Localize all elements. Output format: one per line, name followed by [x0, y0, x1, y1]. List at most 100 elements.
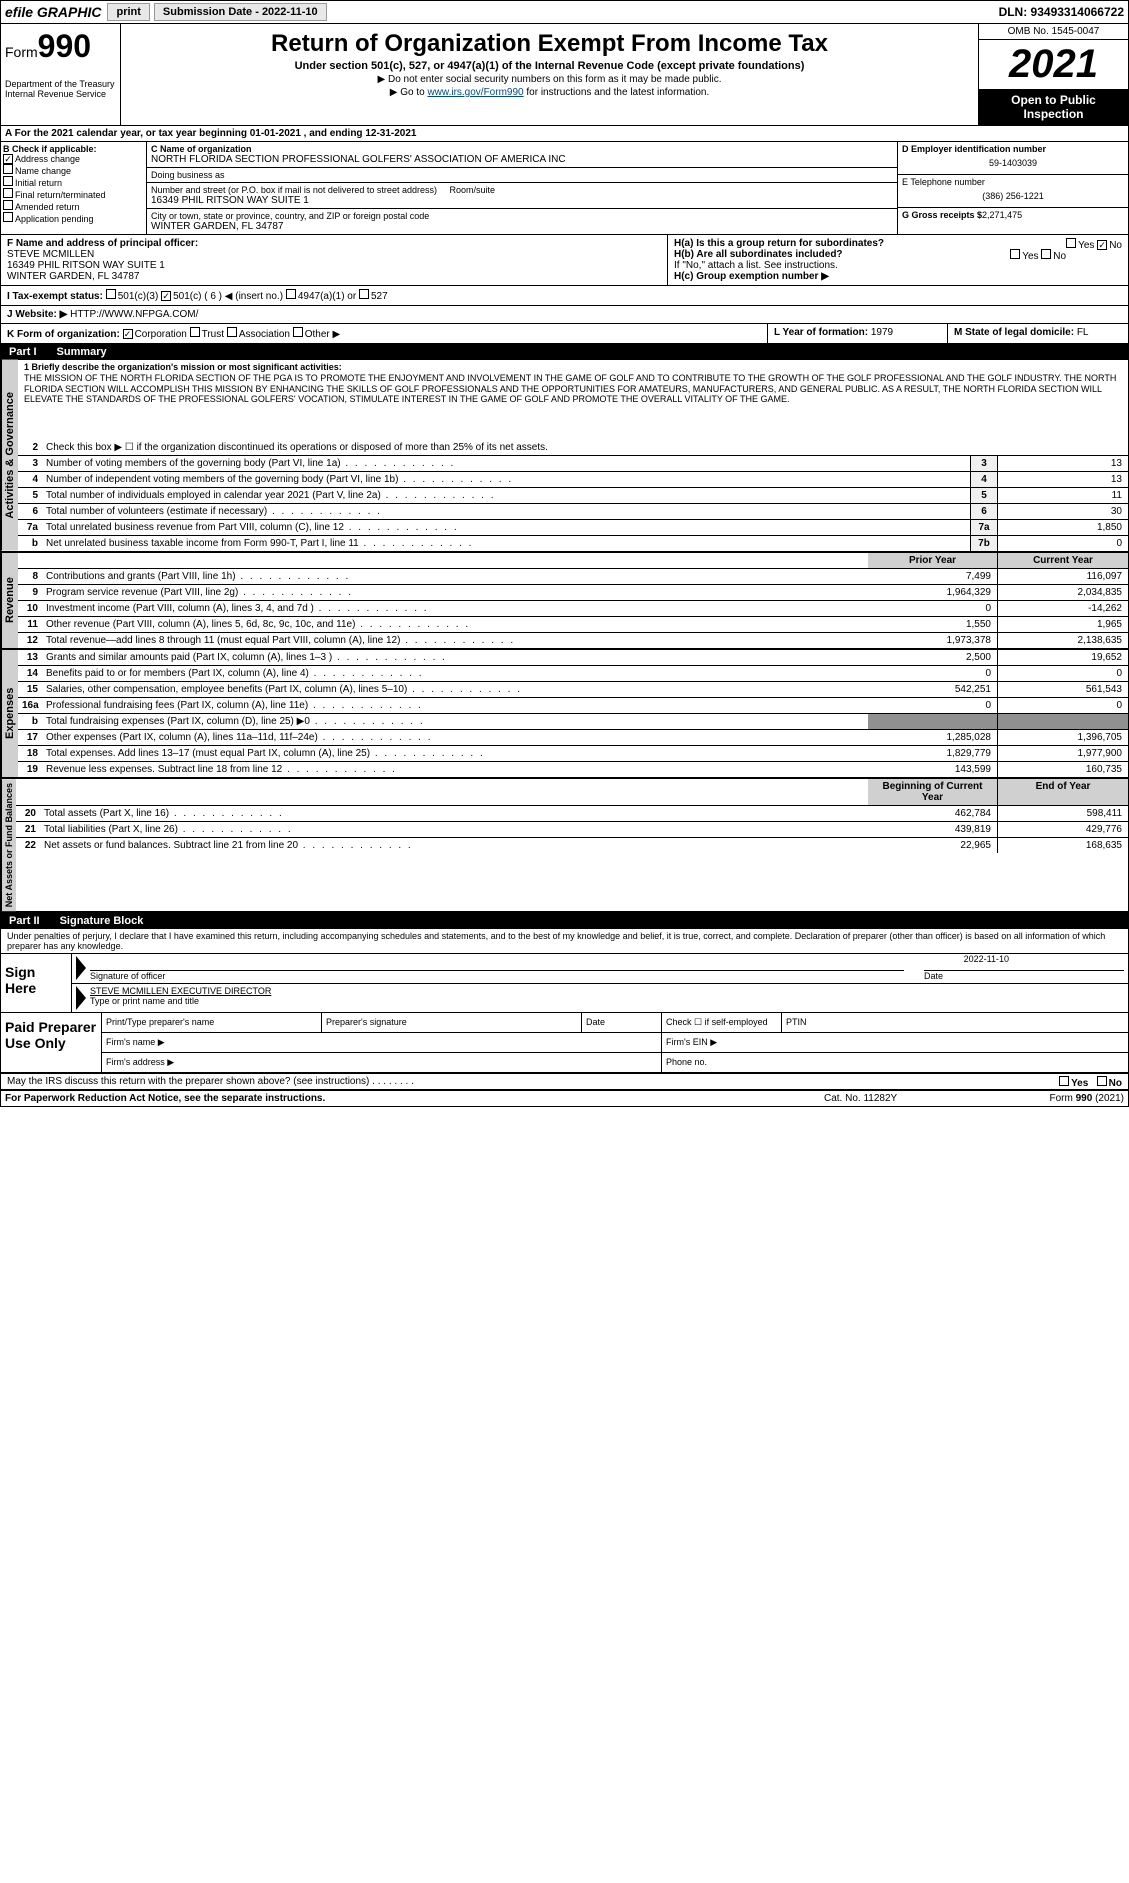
ha-no-checkbox[interactable]: ✓ [1097, 240, 1107, 250]
form-number-col: Form990 Department of the Treasury Inter… [1, 24, 121, 125]
ha-yes-checkbox[interactable] [1066, 238, 1076, 248]
footer-row: For Paperwork Reduction Act Notice, see … [1, 1091, 1128, 1106]
assoc-checkbox[interactable] [227, 327, 237, 337]
sign-body: Signature of officer Date 2022-11-10 STE… [71, 954, 1128, 1012]
line-b: b Total fundraising expenses (Part IX, c… [18, 714, 1128, 730]
dept-label: Department of the Treasury Internal Reve… [5, 79, 116, 99]
revenue-section: Revenue Prior Year Current Year 8 Contri… [1, 553, 1128, 650]
line-12: 12 Total revenue—add lines 8 through 11 … [18, 633, 1128, 648]
boy-hdr: Beginning of Current Year [868, 779, 998, 805]
netassets-section: Net Assets or Fund Balances Beginning of… [1, 779, 1128, 913]
4947-checkbox[interactable] [286, 289, 296, 299]
addr-change-checkbox[interactable]: ✓ [3, 154, 13, 164]
arrow-icon [76, 956, 86, 980]
net-header-row: Beginning of Current Year End of Year [16, 779, 1128, 806]
col-c: C Name of organization NORTH FLORIDA SEC… [147, 142, 898, 234]
hb-no-checkbox[interactable] [1041, 249, 1051, 259]
part1-header: Part I Summary [1, 344, 1128, 360]
501c3-checkbox[interactable] [106, 289, 116, 299]
line-13: 13 Grants and similar amounts paid (Part… [18, 650, 1128, 666]
final-return-checkbox[interactable] [3, 188, 13, 198]
omb-label: OMB No. 1545-0047 [979, 24, 1128, 40]
submission-date-button[interactable]: Submission Date - 2022-11-10 [154, 3, 327, 21]
initial-return-checkbox[interactable] [3, 176, 13, 186]
paid-row-1: Print/Type preparer's name Preparer's si… [102, 1013, 1128, 1033]
year-formation-cell: L Year of formation: 1979 [768, 324, 948, 343]
year-col: OMB No. 1545-0047 2021 Open to Public In… [978, 24, 1128, 125]
row-a: A For the 2021 calendar year, or tax yea… [1, 126, 1128, 142]
paid-preparer-section: Paid Preparer Use Only Print/Type prepar… [1, 1013, 1128, 1074]
form-org-cell: K Form of organization: ✓Corporation Tru… [1, 324, 768, 343]
sig-date-value: 2022-11-10 [964, 954, 1009, 964]
netassets-label: Net Assets or Fund Balances [1, 779, 16, 911]
print-button[interactable]: print [107, 3, 149, 21]
dba-row: Doing business as [147, 168, 897, 183]
info-line-2: ▶ Go to www.irs.gov/Form990 for instruct… [127, 87, 972, 98]
form-header: Form990 Department of the Treasury Inter… [1, 24, 1128, 126]
cat-no: Cat. No. 11282Y [824, 1093, 974, 1104]
line-11: 11 Other revenue (Part VIII, column (A),… [18, 617, 1128, 633]
officer-printed-name: STEVE MCMILLEN EXECUTIVE DIRECTOR [90, 986, 271, 996]
hb-yes-checkbox[interactable] [1010, 249, 1020, 259]
tax-exempt-cell: I Tax-exempt status: 501(c)(3) ✓501(c) (… [1, 286, 1128, 305]
governance-body: 1 Briefly describe the organization's mi… [18, 360, 1128, 551]
gov-line-7a: 7a Total unrelated business revenue from… [18, 520, 1128, 536]
dln-label: DLN: 93493314066722 [999, 5, 1124, 19]
governance-section: Activities & Governance 1 Briefly descri… [1, 360, 1128, 553]
sign-here-label: Sign Here [1, 954, 71, 1012]
line-8: 8 Contributions and grants (Part VIII, l… [18, 569, 1128, 585]
amended-checkbox[interactable] [3, 200, 13, 210]
col-d: D Employer identification number 59-1403… [898, 142, 1128, 234]
527-checkbox[interactable] [359, 289, 369, 299]
irs-link[interactable]: www.irs.gov/Form990 [427, 87, 523, 98]
form-ref: Form 990 (2021) [974, 1093, 1124, 1104]
other-checkbox[interactable] [293, 327, 303, 337]
line-22: 22 Net assets or fund balances. Subtract… [16, 838, 1128, 853]
revenue-body: Prior Year Current Year 8 Contributions … [18, 553, 1128, 648]
line-15: 15 Salaries, other compensation, employe… [18, 682, 1128, 698]
line-16a: 16a Professional fundraising fees (Part … [18, 698, 1128, 714]
org-name-row: C Name of organization NORTH FLORIDA SEC… [147, 142, 897, 168]
tax-year: 2021 [979, 40, 1128, 89]
title-col: Return of Organization Exempt From Incom… [121, 24, 978, 125]
arrow-icon [76, 986, 86, 1010]
line-19: 19 Revenue less expenses. Subtract line … [18, 762, 1128, 777]
current-year-hdr: Current Year [998, 553, 1128, 568]
discuss-no-checkbox[interactable] [1097, 1076, 1107, 1086]
row-i-j: I Tax-exempt status: 501(c)(3) ✓501(c) (… [1, 286, 1128, 306]
paid-body: Print/Type preparer's name Preparer's si… [101, 1013, 1128, 1072]
gov-line-3: 3 Number of voting members of the govern… [18, 456, 1128, 472]
city-state-zip: WINTER GARDEN, FL 34787 [151, 221, 893, 232]
street-address: 16349 PHIL RITSON WAY SUITE 1 [151, 195, 893, 206]
row-f-h: F Name and address of principal officer:… [1, 235, 1128, 286]
name-change-checkbox[interactable] [3, 164, 13, 174]
ein-row: D Employer identification number 59-1403… [898, 142, 1128, 175]
gov-line-5: 5 Total number of individuals employed i… [18, 488, 1128, 504]
open-public-label: Open to Public Inspection [979, 89, 1128, 125]
discuss-yes-checkbox[interactable] [1059, 1076, 1069, 1086]
ein-value: 59-1403039 [902, 154, 1124, 172]
rev-header-row: Prior Year Current Year [18, 553, 1128, 569]
line-18: 18 Total expenses. Add lines 13–17 (must… [18, 746, 1128, 762]
officer-cell: F Name and address of principal officer:… [1, 235, 668, 285]
paid-row-2: Firm's name ▶ Firm's EIN ▶ [102, 1033, 1128, 1053]
form-container: efile GRAPHIC print Submission Date - 20… [0, 0, 1129, 1107]
form-number: 990 [38, 28, 91, 64]
website-cell: J Website: ▶ HTTP://WWW.NFPGA.COM/ [1, 306, 1128, 323]
website-value: HTTP://WWW.NFPGA.COM/ [70, 309, 198, 320]
org-name: NORTH FLORIDA SECTION PROFESSIONAL GOLFE… [151, 154, 893, 165]
row-j: J Website: ▶ HTTP://WWW.NFPGA.COM/ [1, 306, 1128, 324]
eoy-hdr: End of Year [998, 779, 1128, 805]
subtitle: Under section 501(c), 527, or 4947(a)(1)… [127, 60, 972, 72]
expenses-label: Expenses [1, 650, 18, 777]
top-bar: efile GRAPHIC print Submission Date - 20… [1, 1, 1128, 24]
trust-checkbox[interactable] [190, 327, 200, 337]
app-pending-checkbox[interactable] [3, 212, 13, 222]
pra-notice: For Paperwork Reduction Act Notice, see … [5, 1093, 824, 1104]
addr-row: Number and street (or P.O. box if mail i… [147, 183, 897, 209]
501c-checkbox[interactable]: ✓ [161, 291, 171, 301]
may-irs-row: May the IRS discuss this return with the… [1, 1074, 1128, 1091]
corp-checkbox[interactable]: ✓ [123, 329, 133, 339]
paid-preparer-label: Paid Preparer Use Only [1, 1013, 101, 1072]
group-return-cell: H(a) Is this a group return for subordin… [668, 235, 1128, 285]
